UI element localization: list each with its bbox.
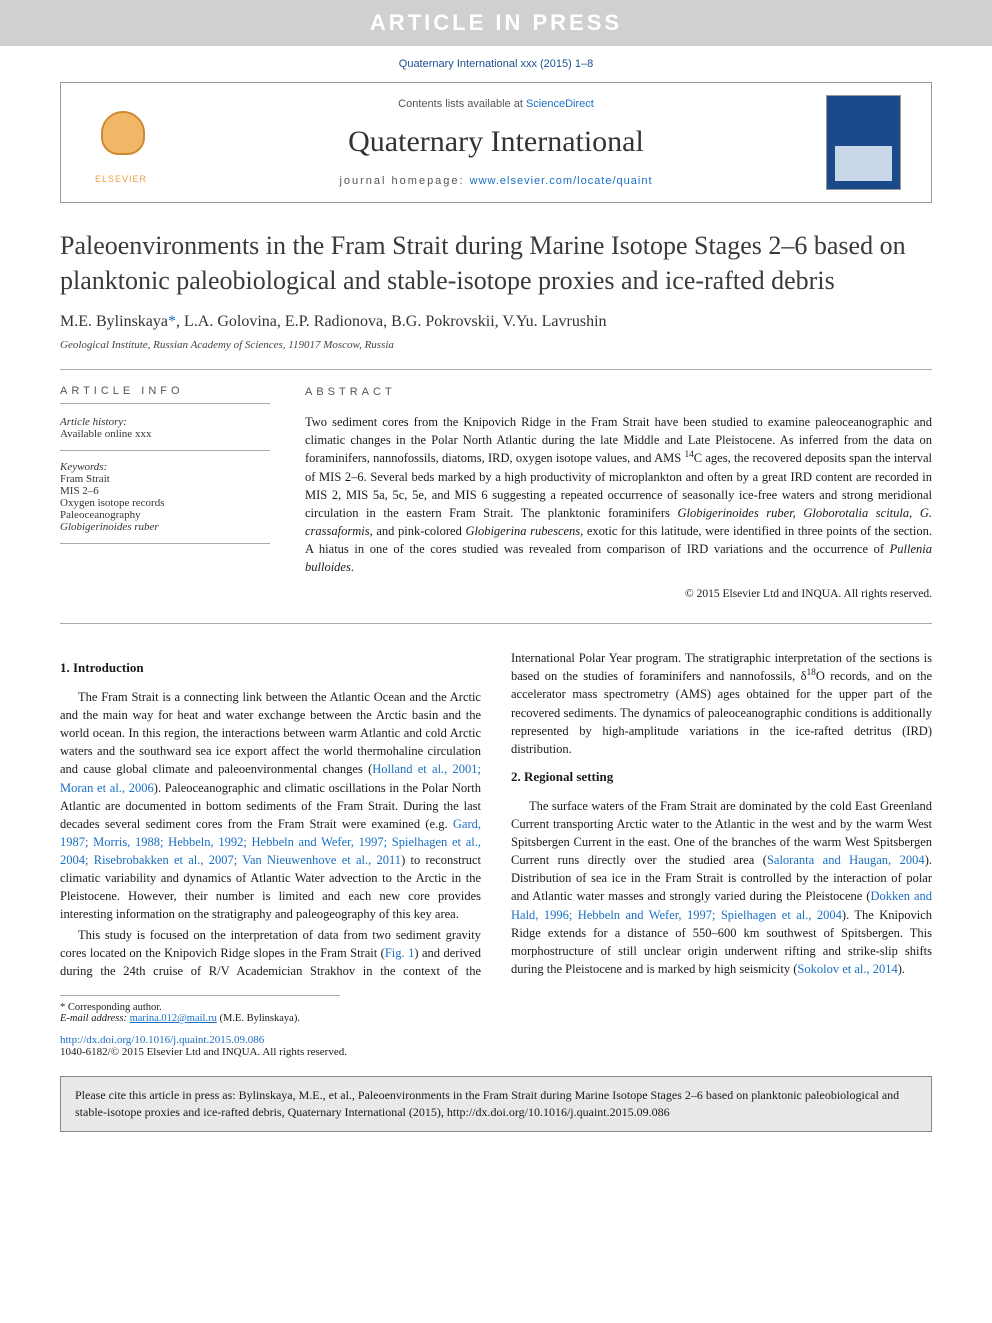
text-span: ). — [898, 962, 905, 976]
journal-homepage-link[interactable]: www.elsevier.com/locate/quaint — [470, 175, 653, 187]
contents-list-line: Contents lists available at ScienceDirec… — [170, 98, 822, 110]
journal-reference: Quaternary International xxx (2015) 1–8 — [0, 46, 992, 82]
corr-author-label: * Corresponding author. — [60, 1002, 340, 1013]
body-text-columns: 1. Introduction The Fram Strait is a con… — [60, 649, 932, 980]
doi-line: http://dx.doi.org/10.1016/j.quaint.2015.… — [60, 1034, 932, 1046]
author-list: M.E. Bylinskaya*, L.A. Golovina, E.P. Ra… — [60, 313, 932, 331]
history-label: Article history: — [60, 416, 270, 428]
info-abstract-row: ARTICLE INFO Article history: Available … — [60, 385, 932, 603]
keyword-item: Paleoceanography — [60, 509, 270, 521]
journal-header-box: ELSEVIER Contents lists available at Sci… — [60, 82, 932, 203]
divider-top — [60, 369, 932, 370]
article-info-column: ARTICLE INFO Article history: Available … — [60, 385, 270, 603]
isotope-sup: 18 — [806, 668, 815, 678]
elsevier-label: ELSEVIER — [95, 174, 147, 184]
section-1-para-1: The Fram Strait is a connecting link bet… — [60, 688, 481, 924]
section-1-heading: 1. Introduction — [60, 659, 481, 678]
contents-prefix: Contents lists available at — [398, 98, 526, 110]
authors-text: M.E. Bylinskaya*, L.A. Golovina, E.P. Ra… — [60, 313, 607, 330]
elsevier-tree-icon — [86, 101, 156, 171]
author-email-link[interactable]: marina.012@mail.ru — [130, 1013, 217, 1024]
section-2-para-1: The surface waters of the Fram Strait ar… — [511, 797, 932, 978]
keyword-item: Globigerinoides ruber — [60, 521, 270, 533]
email-trail: (M.E. Bylinskaya). — [217, 1013, 300, 1024]
doi-link[interactable]: http://dx.doi.org/10.1016/j.quaint.2015.… — [60, 1034, 264, 1046]
journal-homepage-line: journal homepage: www.elsevier.com/locat… — [170, 175, 822, 187]
citation-link[interactable]: Saloranta and Haugan, 2004 — [767, 853, 925, 867]
elsevier-logo[interactable]: ELSEVIER — [76, 101, 166, 184]
keyword-item: MIS 2–6 — [60, 485, 270, 497]
isotope-sup: 14 — [684, 450, 693, 460]
citation-box: Please cite this article in press as: By… — [60, 1076, 932, 1132]
keywords-block: Keywords: Fram Strait MIS 2–6 Oxygen iso… — [60, 461, 270, 544]
figure-link[interactable]: Fig. 1 — [385, 946, 415, 960]
species-name: Globigerina rubescens — [465, 524, 580, 538]
abstract-part: , and pink-colored — [370, 524, 466, 538]
affiliation: Geological Institute, Russian Academy of… — [60, 339, 932, 351]
keyword-item: Fram Strait — [60, 473, 270, 485]
history-text: Available online xxx — [60, 428, 270, 440]
abstract-column: ABSTRACT Two sediment cores from the Kni… — [305, 385, 932, 603]
citation-link[interactable]: Sokolov et al., 2014 — [797, 962, 897, 976]
keywords-label: Keywords: — [60, 461, 270, 473]
in-press-banner: ARTICLE IN PRESS — [0, 0, 992, 46]
abstract-copyright: © 2015 Elsevier Ltd and INQUA. All right… — [305, 586, 932, 603]
email-label: E-mail address: — [60, 1013, 130, 1024]
article-history-block: Article history: Available online xxx — [60, 416, 270, 451]
issn-line: 1040-6182/© 2015 Elsevier Ltd and INQUA.… — [60, 1046, 932, 1058]
sciencedirect-link[interactable]: ScienceDirect — [526, 98, 594, 110]
keyword-item: Oxygen isotope records — [60, 497, 270, 509]
abstract-label: ABSTRACT — [305, 385, 932, 401]
corr-author-email-line: E-mail address: marina.012@mail.ru (M.E.… — [60, 1013, 340, 1024]
divider-bottom — [60, 623, 932, 624]
homepage-prefix: journal homepage: — [339, 175, 469, 187]
corresponding-author-footnote: * Corresponding author. E-mail address: … — [60, 995, 340, 1024]
journal-title: Quaternary International — [170, 119, 822, 165]
abstract-text: Two sediment cores from the Knipovich Ri… — [305, 413, 932, 576]
article-title: Paleoenvironments in the Fram Strait dur… — [60, 228, 932, 298]
section-2-heading: 2. Regional setting — [511, 768, 932, 787]
abstract-part: . — [351, 560, 354, 574]
journal-cover-thumbnail[interactable] — [826, 95, 901, 190]
article-info-label: ARTICLE INFO — [60, 385, 270, 404]
